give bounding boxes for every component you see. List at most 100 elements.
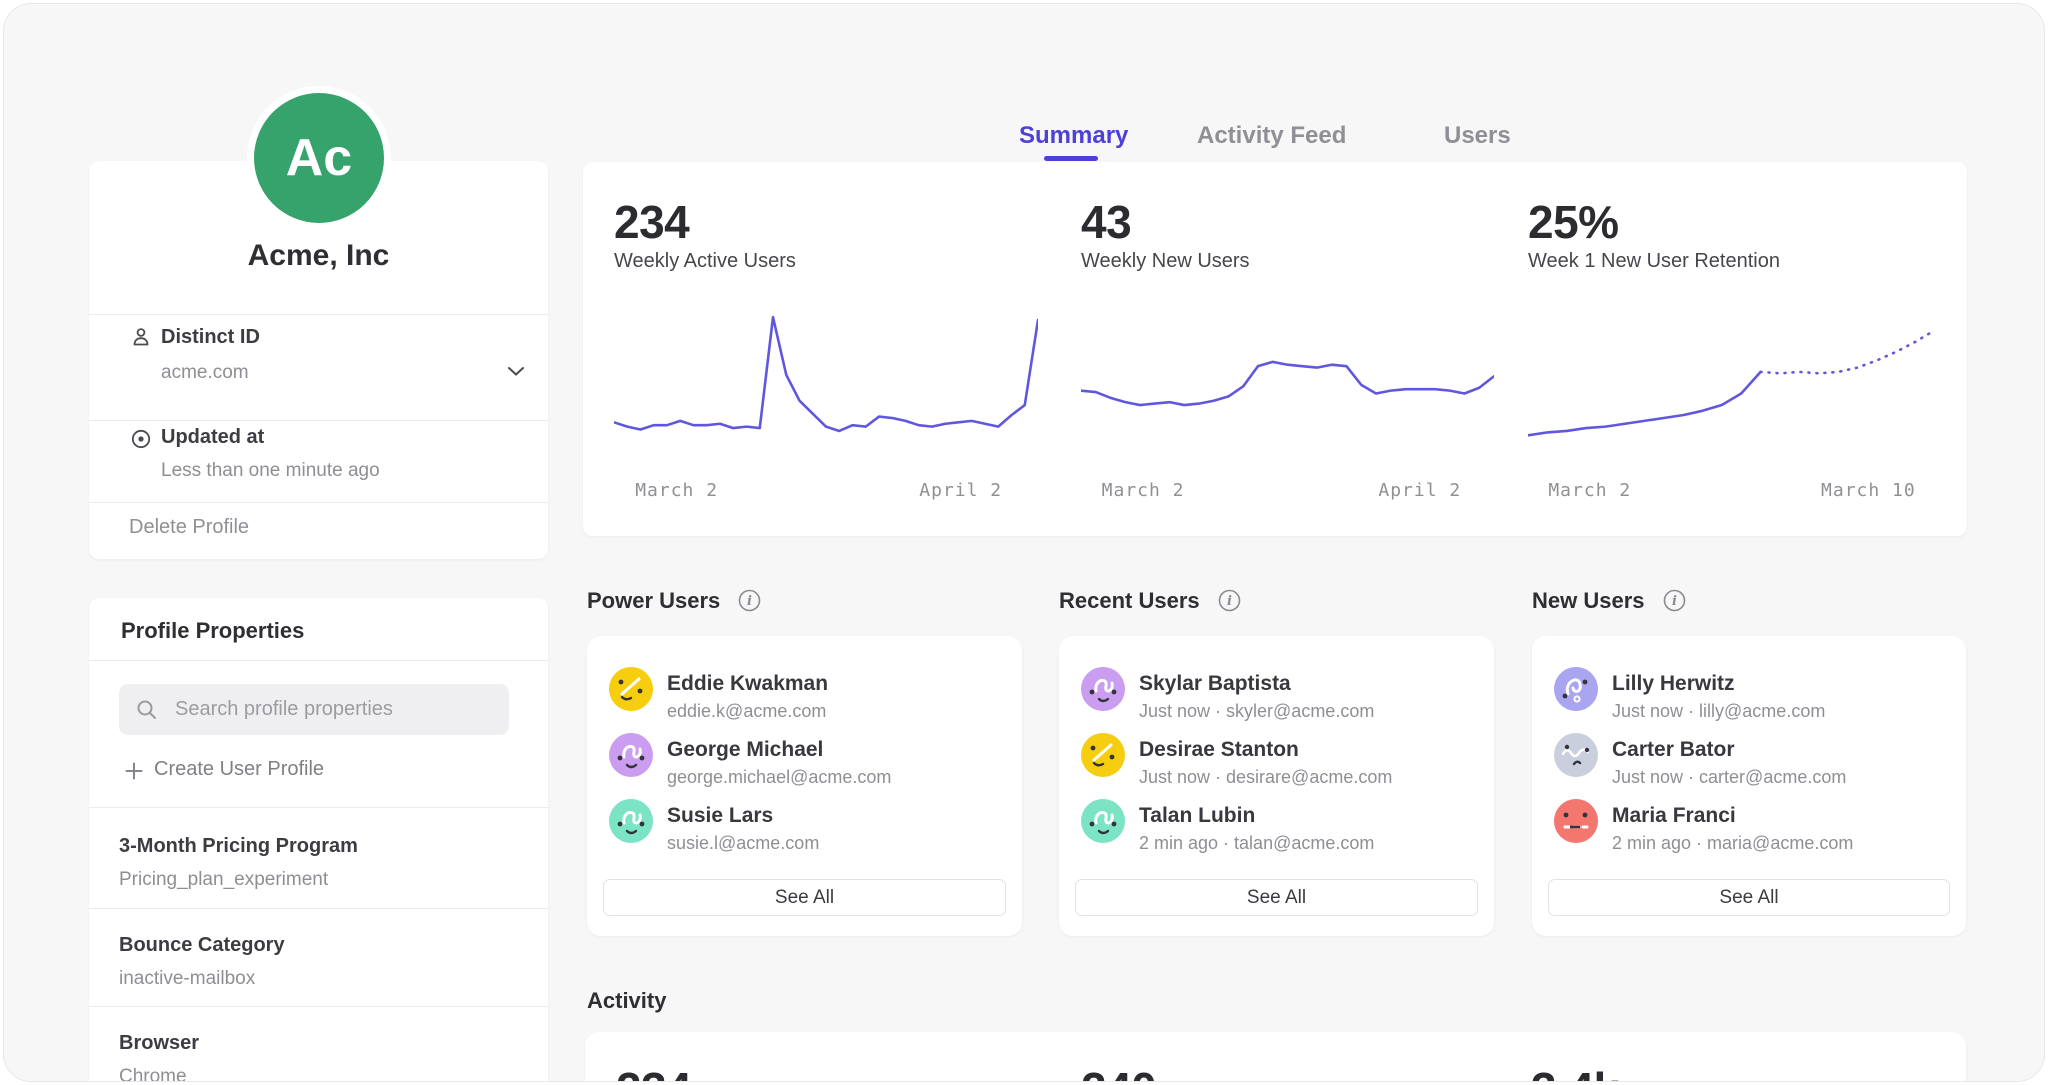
user-row[interactable]: Lilly Herwitz Just now · lilly@acme.com [1532,667,1966,727]
user-name: Carter Bator [1612,738,1735,762]
stat-week1-retention: 25% Week 1 New User Retention March 2 Ma… [1528,162,1935,536]
user-row[interactable]: George Michael george.michael@acme.com [587,733,1022,793]
user-meta: Just now · carter@acme.com [1612,767,1846,788]
company-avatar-initials: Ac [286,128,352,188]
divider [89,660,548,661]
avatar [1554,799,1598,843]
field-label: Updated at [161,426,264,449]
x-axis-tick: April 2 [1378,480,1461,501]
property-label: Bounce Category [119,934,285,957]
avatar [609,733,653,777]
stat-label: Week 1 New User Retention [1528,250,1780,273]
divider [89,807,548,808]
user-meta: susie.l@acme.com [667,833,819,854]
divider [89,1006,548,1007]
app-window: Acme, Inc Distinct ID acme.com [3,3,2045,1082]
user-name: Talan Lubin [1139,804,1255,828]
activity-stat-value: 3.4k [1531,1062,1619,1082]
tab-activity-feed[interactable]: Activity Feed [1197,122,1346,150]
section-header-new-users: New Users i [1532,588,1686,618]
avatar [1081,799,1125,843]
x-axis-tick: March 2 [1102,480,1185,501]
see-all-button[interactable]: See All [1075,879,1478,916]
person-icon [129,325,153,354]
activity-stat-value: 240 [1081,1062,1156,1082]
property-label: 3-Month Pricing Program [119,835,358,858]
divider [89,420,548,421]
user-row[interactable]: Talan Lubin 2 min ago · talan@acme.com [1059,799,1494,859]
avatar [1554,667,1598,711]
user-row[interactable]: Desirae Stanton Just now · desirare@acme… [1059,733,1494,793]
property-label: Browser [119,1032,199,1055]
user-meta: eddie.k@acme.com [667,701,826,722]
user-row[interactable]: Skylar Baptista Just now · skyler@acme.c… [1059,667,1494,727]
section-title: Recent Users [1059,588,1200,613]
user-meta: george.michael@acme.com [667,767,891,788]
see-all-button[interactable]: See All [603,879,1006,916]
user-row[interactable]: Maria Franci 2 min ago · maria@acme.com [1532,799,1966,859]
stat-value: 234 [614,195,689,249]
avatar [1554,733,1598,777]
user-row[interactable]: Susie Lars susie.l@acme.com [587,799,1022,859]
user-row[interactable]: Eddie Kwakman eddie.k@acme.com [587,667,1022,727]
activity-section-header: Activity [587,988,666,1014]
user-meta: Just now · skyler@acme.com [1139,701,1374,722]
x-axis-tick: April 2 [919,480,1002,501]
delete-profile-button[interactable]: Delete Profile [129,516,249,539]
info-icon[interactable]: i [1218,589,1241,618]
see-all-button[interactable]: See All [1548,879,1950,916]
divider [89,908,548,909]
divider [89,502,548,503]
search-input[interactable] [119,684,509,735]
user-name: Susie Lars [667,804,773,828]
stat-value: 25% [1528,195,1619,249]
user-name: Eddie Kwakman [667,672,828,696]
tab-users[interactable]: Users [1444,122,1511,150]
chevron-down-icon[interactable] [506,364,526,382]
info-icon[interactable]: i [1663,589,1686,618]
profile-properties-search [119,684,509,735]
activity-stat-value: 234 [616,1062,691,1082]
svg-text:i: i [1227,594,1232,609]
company-name: Acme, Inc [89,239,548,273]
avatar [609,799,653,843]
user-name: George Michael [667,738,823,762]
stat-label: Weekly Active Users [614,250,796,273]
active-tab-underline [1044,156,1098,161]
eye-icon [129,427,153,456]
create-user-profile-label: Create User Profile [154,758,324,781]
svg-text:i: i [747,594,752,609]
section-header-recent-users: Recent Users i [1059,588,1241,618]
user-name: Desirae Stanton [1139,738,1299,762]
avatar [1081,733,1125,777]
new-users-card: Lilly Herwitz Just now · lilly@acme.com … [1532,636,1966,936]
field-label: Distinct ID [161,326,260,349]
user-meta: Just now · lilly@acme.com [1612,701,1825,722]
user-name: Maria Franci [1612,804,1736,828]
profile-properties-card: Profile Properties Create User Profile [89,598,548,1082]
company-avatar: Ac [254,93,384,223]
field-value: acme.com [161,362,249,384]
stat-value: 43 [1081,195,1131,249]
info-icon[interactable]: i [738,589,761,618]
stat-weekly-new-users: 43 Weekly New Users March 2 April 2 [1081,162,1494,536]
user-meta: 2 min ago · maria@acme.com [1612,833,1853,854]
user-row[interactable]: Carter Bator Just now · carter@acme.com [1532,733,1966,793]
summary-card: 234 Weekly Active Users March 2 April 2 … [583,162,1967,536]
plus-icon [124,761,144,786]
stat-label: Weekly New Users [1081,250,1250,273]
weekly-new-users-chart [1081,302,1494,462]
x-axis-tick: March 10 [1821,480,1916,501]
section-title: Power Users [587,588,720,613]
weekly-active-users-chart [614,302,1038,462]
divider [89,314,548,315]
field-value: Less than one minute ago [161,460,380,482]
user-name: Lilly Herwitz [1612,672,1735,696]
recent-users-card: Skylar Baptista Just now · skyler@acme.c… [1059,636,1494,936]
x-axis-tick: March 2 [1548,480,1631,501]
property-value: Chrome [119,1066,187,1082]
property-value: Pricing_plan_experiment [119,869,328,891]
week1-retention-chart [1528,302,1935,462]
avatar [1081,667,1125,711]
tab-summary[interactable]: Summary [1019,122,1128,150]
